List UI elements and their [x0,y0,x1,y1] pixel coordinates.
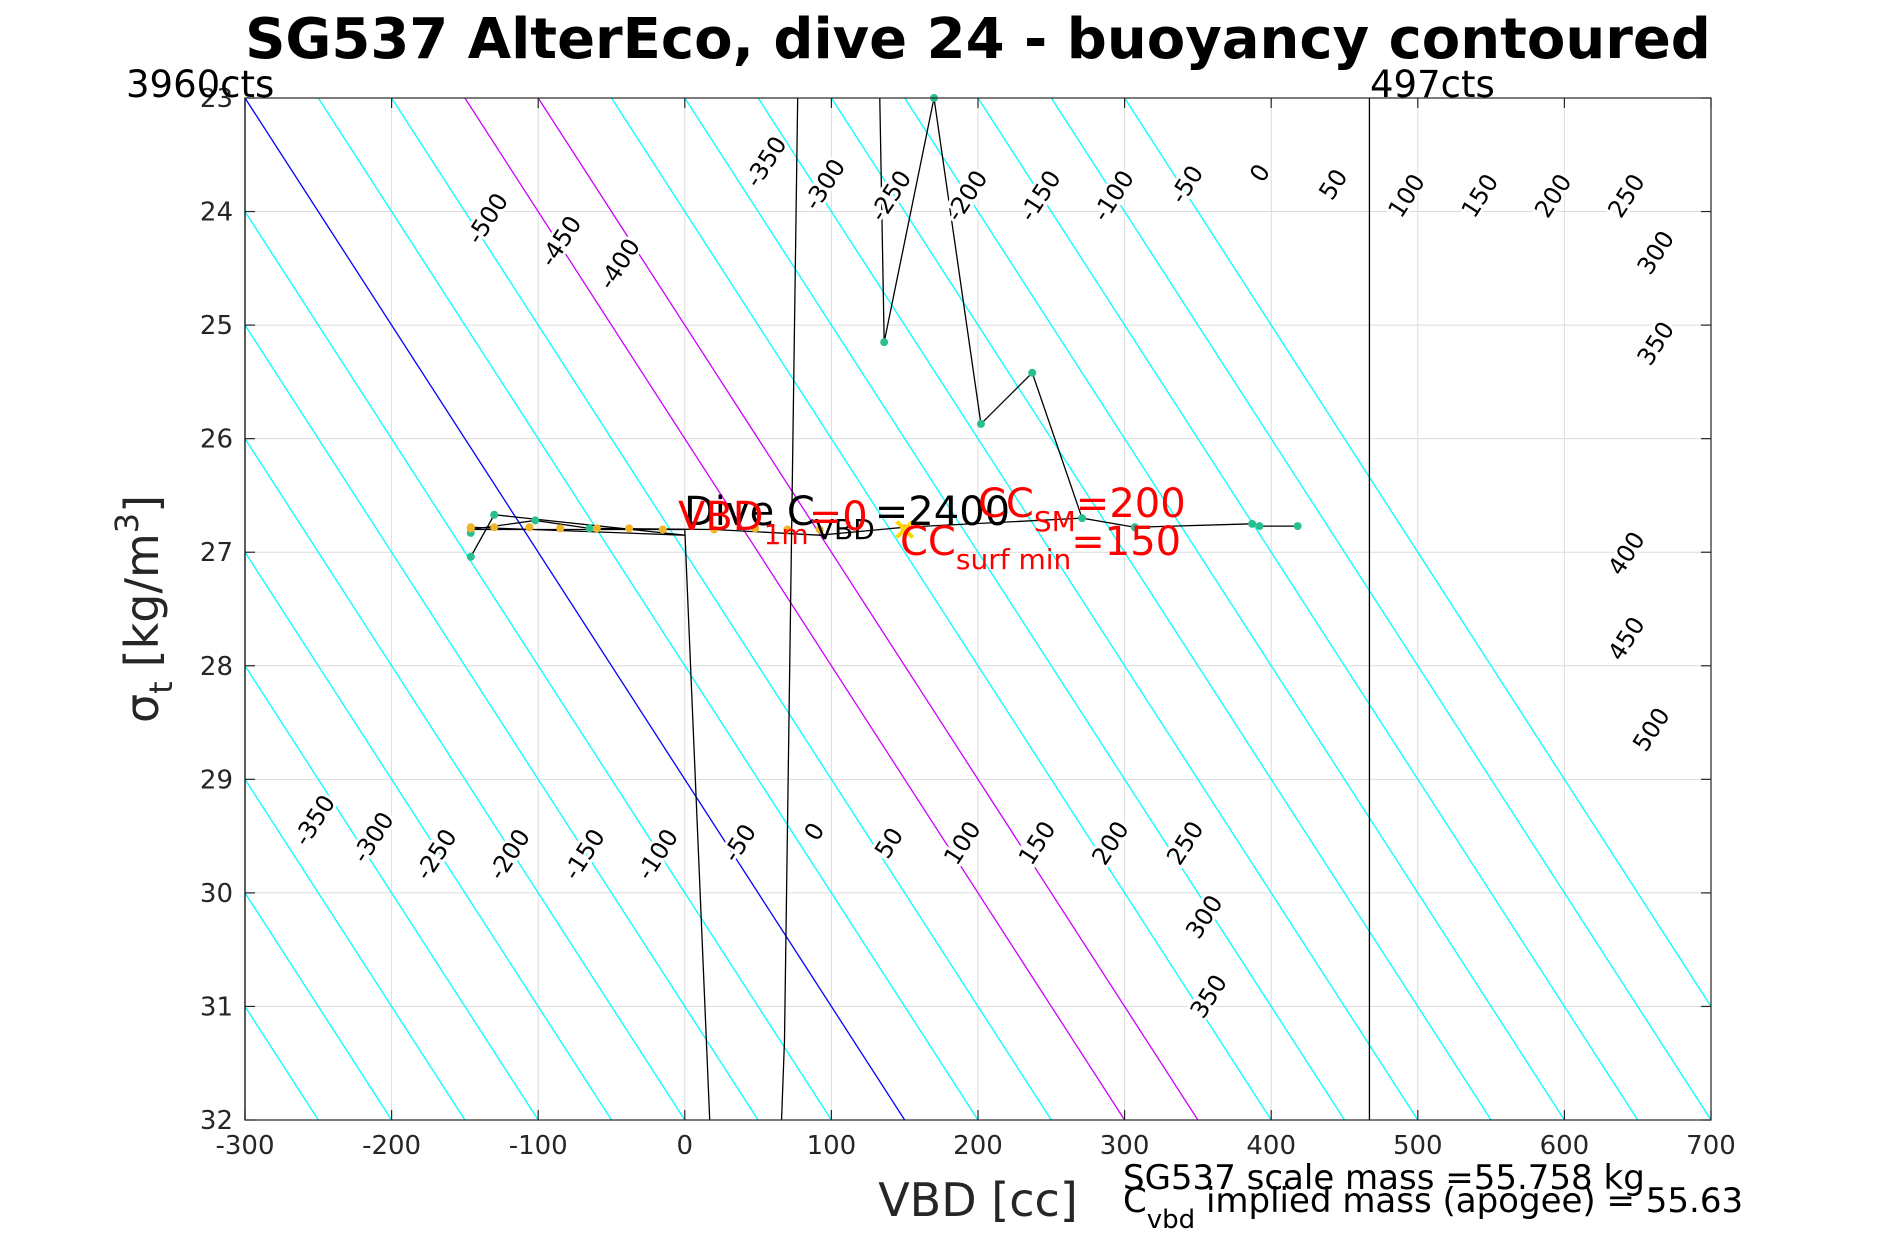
contour-line [0,98,98,1120]
contour-line [245,891,393,1120]
data-point [880,338,889,347]
contour-line [830,98,1492,1120]
x-tick-label: 700 [1686,1131,1736,1161]
contour-line [464,98,1126,1120]
x-tick-label: 100 [807,1131,857,1161]
data-point [1293,522,1302,531]
buoyancy-contours [0,98,1711,1120]
data-point [625,524,634,533]
apogee-marker [895,520,915,539]
data-point [490,523,499,532]
contour-line [1124,98,1711,1008]
contour-line [904,98,1565,1120]
contour-line [245,98,906,1120]
contour-line [977,98,1639,1120]
scale-mass-text: SG537 scale mass =55.758 kg [1123,1158,1645,1198]
y-tick-label: 31 [200,992,233,1022]
data-point [466,552,475,561]
contour-line [537,98,1199,1120]
data-point [525,523,534,532]
data-point [531,516,540,525]
y-axis-label: σt[kg/m3] [108,495,180,723]
data-point [466,523,475,532]
data-point [710,525,719,534]
y-tick-label: 25 [200,311,233,341]
data-point [815,525,824,534]
contour-line [391,98,1052,1120]
axis-ticks: -300 -200 -100 0 100 200 300 400 500 600 700 23 24 25… [200,84,1736,1161]
x-tick-label: 0 [677,1131,694,1161]
x-axis-label: VBD [cc] [878,1173,1078,1227]
data-point [585,524,594,533]
data-point [751,524,760,533]
data-point [1248,519,1257,528]
data-point [976,419,985,428]
data-point [1078,514,1087,523]
x-tick-label: -200 [362,1131,421,1161]
data-point [556,524,565,533]
contour-line [245,437,686,1120]
y-tick-label: 27 [200,538,233,568]
vbd-1m-annotation: VBD1m=0 [678,494,868,551]
svg-text:σt[kg/m3]: σt[kg/m3] [108,495,180,723]
data-point [1028,368,1037,377]
x-tick-label: 600 [1540,1131,1590,1161]
dive-cvbd-annotation: Dive CVBD=2400 [684,489,1010,546]
chart-title: SG537 AlterEco, dive 24 - buoyancy conto… [245,7,1711,72]
x-tick-label: -100 [509,1131,568,1161]
data-point [658,525,667,534]
x-tick-label: 300 [1100,1131,1150,1161]
y-tick-label: 23 [200,84,233,114]
data-points [466,94,1302,561]
contour-line [245,210,832,1120]
y-tick-label: 29 [200,765,233,795]
data-point [490,510,499,519]
data-point [1255,522,1264,531]
cc-surf-min-annotation: CCsurf min=150 [900,519,1181,576]
y-tick-label: 30 [200,879,233,909]
x-tick-label: 400 [1246,1131,1296,1161]
x-tick-label: -300 [215,1131,274,1161]
data-point [592,524,601,533]
data-point [783,525,792,534]
contour-line [610,98,1272,1120]
contour-line [245,664,539,1120]
x-tick-label: 200 [953,1131,1003,1161]
y-tick-label: 26 [200,425,233,455]
counts-right-label: 497cts [1370,63,1495,106]
contour-line [757,98,1419,1120]
track-line [780,98,799,1120]
contour-line [317,98,979,1120]
y-tick-label: 24 [200,198,233,228]
contour-line [245,778,466,1120]
data-point [1130,523,1139,532]
contour-line [245,323,759,1120]
counts-left-label: 3960cts [126,63,274,106]
cvbd-implied-mass-text: Cvbd implied mass (apogee) = 55.63 [1123,1181,1743,1235]
contour-line [245,551,613,1120]
y-tick-label: 28 [200,652,233,682]
x-tick-label: 500 [1393,1131,1443,1161]
cc-sm-annotation: CCSM=200 [978,481,1186,538]
y-tick-label: 32 [200,1106,233,1136]
contour-line [1050,98,1711,1120]
